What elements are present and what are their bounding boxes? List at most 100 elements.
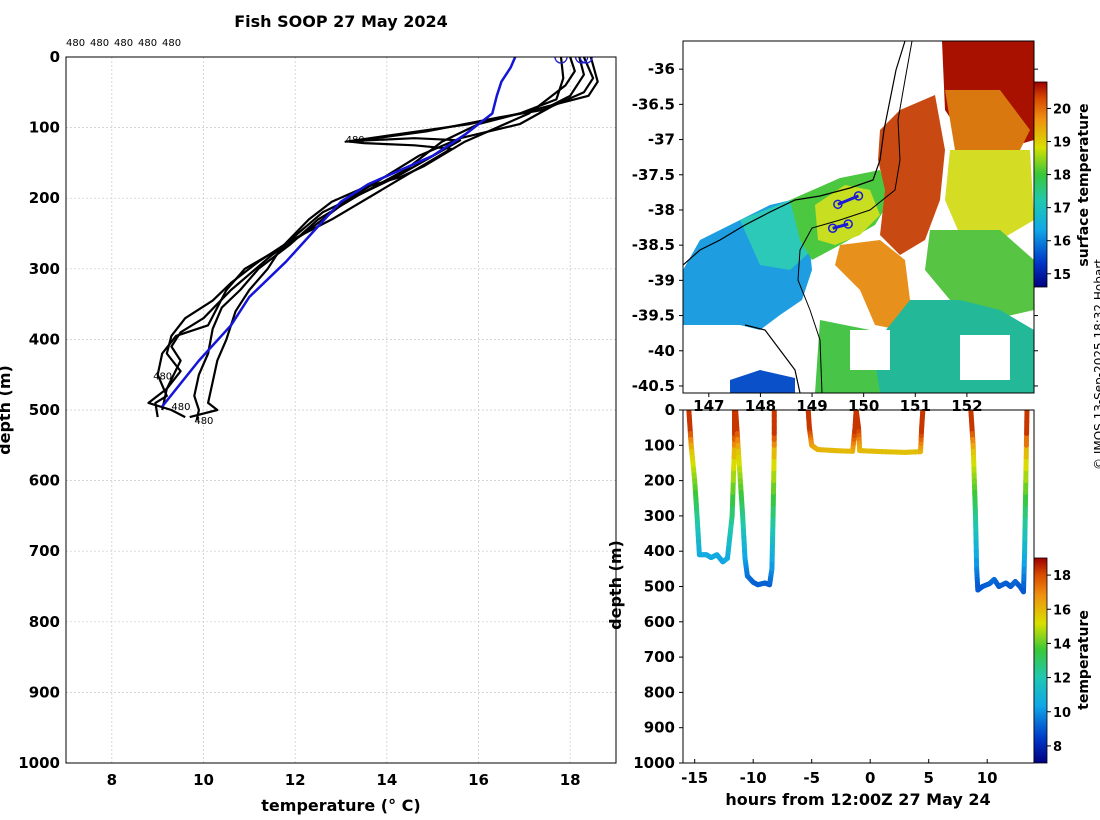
section-ytick-label: 1000 xyxy=(633,754,675,772)
temp-colorbar-tick-label: 14 xyxy=(1053,637,1071,652)
profile-annotation: 480 xyxy=(346,135,365,146)
map-track-segment xyxy=(832,222,849,230)
sst-colorbar-tick-label: 16 xyxy=(1053,235,1071,250)
sst-field xyxy=(683,41,1034,393)
sst-colorbar-label: surface temperature xyxy=(1076,103,1092,266)
map-xtick-label: 149 xyxy=(796,397,827,415)
map-panel: -36 -36.5 -37 -37.5 -38 -38.5 -39 -39.5 -40 -40.5… xyxy=(632,40,1092,415)
profile-surface-markers xyxy=(554,57,593,64)
temp-colorbar-tick-label: 8 xyxy=(1053,740,1062,755)
shelf-contour xyxy=(797,41,913,393)
sst-region-yellow xyxy=(815,185,880,245)
sst-colorbar-tick-label: 15 xyxy=(1053,268,1071,283)
profile-grid xyxy=(66,56,616,764)
profile-ytick-label: 600 xyxy=(29,472,60,490)
map-track-point xyxy=(827,223,838,234)
profile-surface-marker xyxy=(579,57,593,64)
sst-cloud-gap-1 xyxy=(850,330,890,370)
sst-region-land-blue xyxy=(730,370,795,393)
profile-xtick-label: 14 xyxy=(376,771,397,789)
profile-panel: 480 480 480 480 480 480 480 480 480 8 10 12 14 16 18… xyxy=(0,38,617,815)
map-xtick-label: 150 xyxy=(848,397,879,415)
map-track-point xyxy=(853,191,864,201)
map-ytick-label: -40.5 xyxy=(632,377,675,395)
profile-top-label: 480 xyxy=(162,38,181,49)
map-ytick-label: -37.5 xyxy=(632,166,675,184)
profile-xlabel: temperature (° C) xyxy=(261,796,420,815)
section-xtick-label: -10 xyxy=(740,769,767,787)
sst-colorbar xyxy=(1033,81,1048,288)
profile-line-mean-profile xyxy=(161,57,517,408)
temp-colorbar-ticks: 8 10 12 14 16 18 xyxy=(1047,569,1071,755)
profile-annotation: 480 xyxy=(194,416,213,427)
profile-ytick-label: 400 xyxy=(29,330,60,348)
map-xtick-label: 147 xyxy=(693,397,724,415)
section-ylabel: depth (m) xyxy=(606,540,625,630)
map-track-point xyxy=(843,219,853,229)
section-ytick-label: 200 xyxy=(644,472,675,490)
temp-colorbar-label: temperature xyxy=(1076,610,1092,710)
temp-colorbar xyxy=(1033,557,1048,764)
profile-ticks: 8 10 12 14 16 18 0 100 200 300 400 500 600 700 800 900 1… xyxy=(18,48,580,789)
section-ytick-label: 0 xyxy=(665,401,675,419)
temp-colorbar-tick-label: 16 xyxy=(1053,603,1071,618)
profile-top-label: 480 xyxy=(66,38,85,49)
temp-colorbar-tick-label: 18 xyxy=(1053,569,1071,584)
map-ytick-label: -36 xyxy=(648,60,675,78)
temp-colorbar-tick-label: 12 xyxy=(1053,672,1071,687)
profile-line-profile-2 xyxy=(161,57,585,411)
profile-ytick-label: 0 xyxy=(50,48,60,66)
profile-surface-marker xyxy=(574,57,589,64)
profile-ytick-label: 100 xyxy=(29,119,60,137)
section-ytick-label: 800 xyxy=(644,683,675,701)
profile-xtick-label: 18 xyxy=(560,771,581,789)
profile-ytick-label: 200 xyxy=(29,189,60,207)
map-ytick-label: -39 xyxy=(648,271,675,289)
section-xlabel: hours from 12:00Z 27 May 24 xyxy=(725,790,990,809)
sst-colorbar-tick-label: 17 xyxy=(1053,202,1071,217)
profile-line-profile-5 xyxy=(189,57,576,419)
profile-top-label: 480 xyxy=(114,38,133,49)
profile-ytick-label: 500 xyxy=(29,401,60,419)
map-xtick-label: 152 xyxy=(951,397,982,415)
section-ytick-label: 300 xyxy=(644,507,675,525)
map-xtick-label: 148 xyxy=(745,397,776,415)
section-ytick-label: 500 xyxy=(644,578,675,596)
sst-region-orange xyxy=(835,240,910,330)
section-ytick-label: 100 xyxy=(644,436,675,454)
section-ytick-label: 900 xyxy=(644,719,675,737)
sst-region-warm-core xyxy=(878,95,945,255)
temp-colorbar-tick-label: 10 xyxy=(1053,706,1071,721)
section-dives xyxy=(686,410,1030,595)
map-ytick-label: -37 xyxy=(648,131,675,149)
profile-xtick-label: 16 xyxy=(468,771,489,789)
coastline-south xyxy=(744,324,801,393)
sst-region-green-east xyxy=(925,230,1034,320)
profile-ylabel: depth (m) xyxy=(0,365,14,455)
map-track xyxy=(827,191,864,234)
profile-xtick-label: 8 xyxy=(107,771,117,789)
sst-colorbar-ticks: 15 16 17 18 19 20 xyxy=(1047,102,1071,283)
section-xtick-label: -5 xyxy=(803,769,820,787)
sst-colorbar-tick-label: 20 xyxy=(1053,102,1071,117)
section-ytick-label: 400 xyxy=(644,542,675,560)
profile-ytick-label: 1000 xyxy=(18,754,60,772)
map-ytick-label: -38.5 xyxy=(632,236,675,254)
sst-colorbar-tick-label: 19 xyxy=(1053,136,1071,151)
map-ytick-label: -40 xyxy=(648,342,675,360)
profile-xtick-label: 10 xyxy=(193,771,214,789)
section-xtick-label: -15 xyxy=(681,769,708,787)
profile-xtick-label: 12 xyxy=(285,771,306,789)
profile-annotation: 480 xyxy=(171,402,190,413)
credit-line: © IMOS 13-Sep-2025 18:32 Hobart xyxy=(1092,259,1100,470)
profile-top-labels: 480 480 480 480 480 xyxy=(66,38,181,49)
section-xtick-label: 0 xyxy=(865,769,875,787)
profile-lines xyxy=(147,57,599,421)
profile-axes-frame xyxy=(65,56,617,764)
map-xtick-label: 151 xyxy=(900,397,931,415)
sst-colorbar-tick-label: 18 xyxy=(1053,169,1071,184)
profile-ytick-label: 300 xyxy=(29,260,60,278)
profile-ytick-label: 900 xyxy=(29,683,60,701)
